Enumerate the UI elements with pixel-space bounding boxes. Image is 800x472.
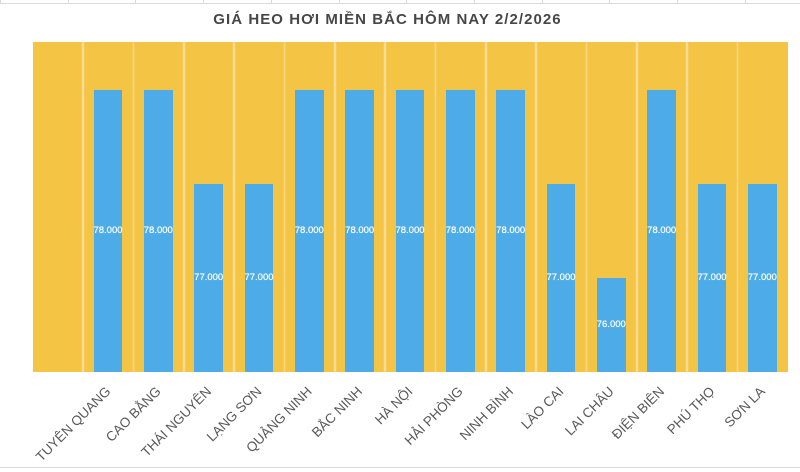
svg-text:HÀ NỘI: HÀ NỘI — [372, 384, 415, 427]
svg-text:LÀO CAI: LÀO CAI — [518, 384, 566, 432]
svg-text:NINH BÌNH: NINH BÌNH — [457, 384, 516, 443]
svg-text:BẮC NINH: BẮC NINH — [309, 384, 365, 440]
svg-text:LAI CHÂU: LAI CHÂU — [562, 384, 617, 439]
svg-text:PHÚ THỌ: PHÚ THỌ — [664, 384, 717, 437]
svg-text:SƠN LA: SƠN LA — [721, 384, 767, 430]
svg-text:TUYÊN QUANG: TUYÊN QUANG — [33, 384, 114, 465]
svg-text:ĐIỆN BIÊN: ĐIỆN BIÊN — [609, 384, 667, 442]
